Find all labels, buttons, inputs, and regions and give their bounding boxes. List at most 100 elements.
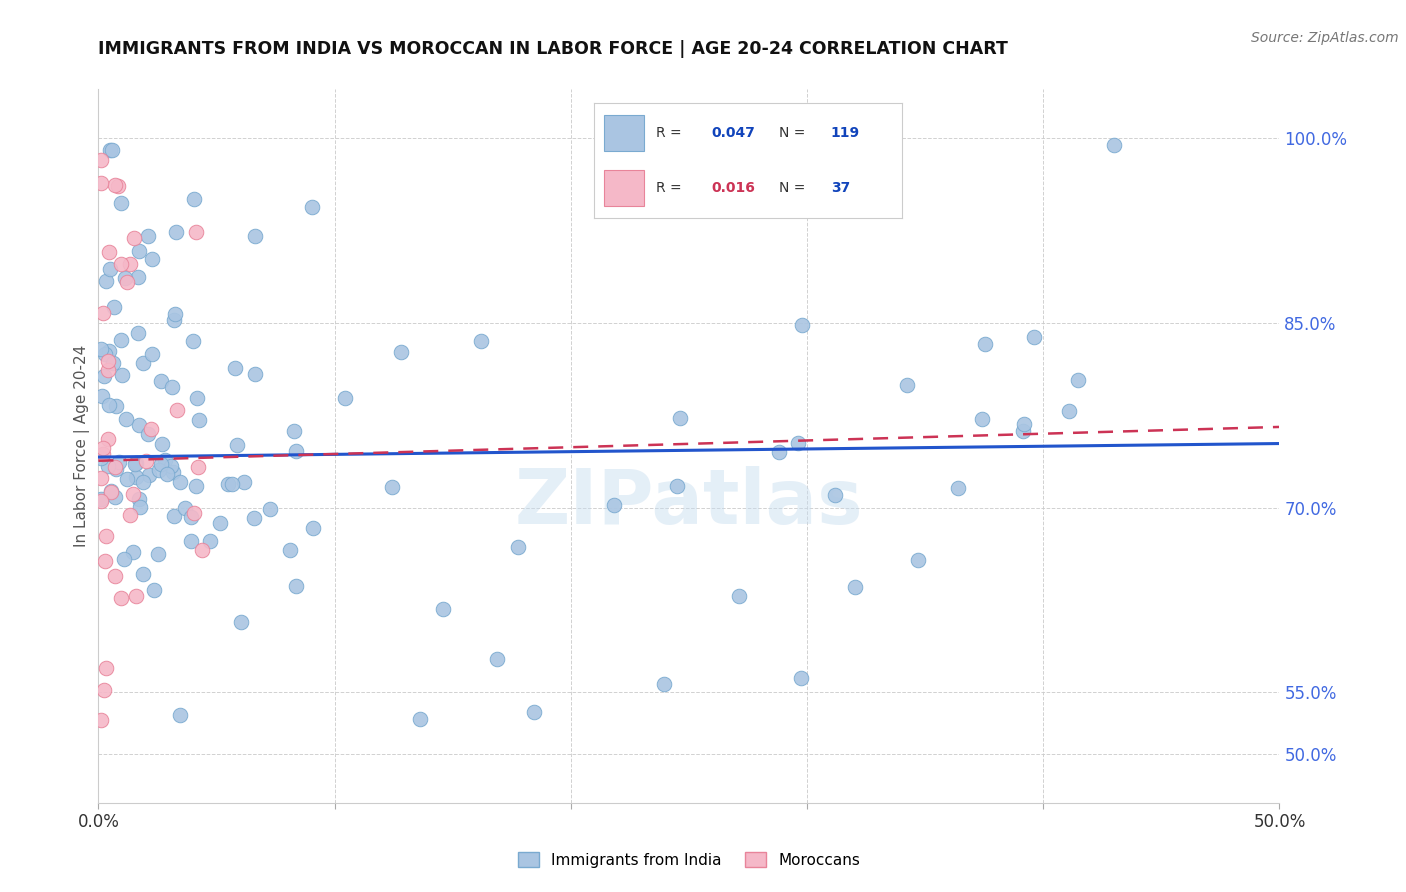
- Point: [93, 306, 115, 320]
- Point: [128, 491, 150, 506]
- Point: [104, 399, 127, 413]
- Point: [97, 432, 120, 446]
- Point: [100, 483, 122, 498]
- Point: [508, 540, 530, 554]
- Point: [110, 591, 132, 606]
- Point: [138, 468, 160, 483]
- Point: [148, 463, 170, 477]
- Point: [115, 275, 138, 289]
- Point: [183, 506, 205, 520]
- Point: [280, 543, 302, 558]
- Point: [652, 677, 675, 691]
- Point: [141, 346, 163, 360]
- Point: [94, 554, 117, 568]
- Point: [180, 534, 202, 549]
- Point: [100, 143, 122, 157]
- Point: [115, 472, 138, 486]
- Point: [523, 706, 546, 720]
- Point: [1102, 137, 1125, 152]
- Point: [191, 543, 214, 558]
- Point: [896, 377, 918, 392]
- Point: [118, 258, 141, 272]
- Point: [110, 195, 132, 210]
- Point: [907, 553, 929, 567]
- Text: ZIPatlas: ZIPatlas: [515, 467, 863, 540]
- Point: [1057, 404, 1080, 418]
- Point: [114, 271, 136, 285]
- Point: [301, 200, 323, 214]
- Point: [93, 683, 115, 698]
- Point: [97, 362, 120, 376]
- Point: [93, 369, 115, 384]
- Point: [100, 832, 122, 847]
- Point: [124, 470, 146, 484]
- Point: [162, 466, 184, 480]
- Point: [90, 153, 112, 167]
- Point: [104, 178, 127, 192]
- Point: [94, 661, 117, 675]
- Point: [149, 374, 172, 388]
- Point: [121, 545, 143, 559]
- Point: [970, 412, 993, 426]
- Point: [163, 509, 186, 524]
- Point: [259, 502, 281, 516]
- Point: [381, 480, 404, 494]
- Point: [150, 458, 173, 472]
- Point: [790, 318, 813, 333]
- Point: [94, 529, 117, 543]
- Point: [105, 462, 128, 476]
- Point: [98, 261, 121, 276]
- Point: [97, 458, 120, 473]
- Point: [90, 177, 112, 191]
- Point: [120, 508, 142, 522]
- Point: [156, 467, 179, 482]
- Point: [104, 568, 127, 582]
- Point: [666, 478, 689, 492]
- Point: [90, 491, 112, 506]
- Point: [163, 313, 186, 327]
- Point: [225, 438, 247, 452]
- Point: [224, 360, 246, 375]
- Point: [128, 244, 150, 258]
- Point: [389, 344, 412, 359]
- Point: [183, 192, 205, 206]
- Point: [217, 477, 239, 491]
- Point: [283, 424, 305, 438]
- Point: [96, 274, 118, 288]
- Point: [790, 671, 813, 685]
- Point: [122, 487, 145, 501]
- Text: Source: ZipAtlas.com: Source: ZipAtlas.com: [1251, 31, 1399, 45]
- Point: [122, 230, 145, 244]
- Point: [91, 446, 114, 460]
- Point: [110, 333, 132, 347]
- Point: [1011, 424, 1033, 438]
- Point: [104, 459, 127, 474]
- Point: [127, 270, 149, 285]
- Point: [94, 347, 117, 361]
- Text: IMMIGRANTS FROM INDIA VS MOROCCAN IN LABOR FORCE | AGE 20-24 CORRELATION CHART: IMMIGRANTS FROM INDIA VS MOROCCAN IN LAB…: [98, 40, 1008, 58]
- Point: [136, 426, 159, 441]
- Point: [128, 418, 150, 433]
- Point: [90, 389, 112, 403]
- Point: [1022, 330, 1045, 344]
- Point: [948, 481, 970, 495]
- Point: [186, 392, 208, 406]
- Point: [231, 615, 253, 630]
- Point: [221, 477, 243, 491]
- Point: [139, 422, 162, 436]
- Point: [90, 714, 112, 728]
- Point: [110, 257, 132, 271]
- Point: [90, 471, 112, 485]
- Point: [107, 178, 129, 193]
- Point: [174, 500, 197, 515]
- Point: [333, 391, 356, 405]
- Point: [100, 484, 122, 499]
- Point: [103, 300, 125, 314]
- Point: [727, 589, 749, 603]
- Point: [668, 411, 690, 425]
- Point: [162, 380, 184, 394]
- Point: [432, 602, 454, 616]
- Point: [142, 582, 165, 597]
- Point: [132, 475, 155, 489]
- Point: [104, 491, 127, 505]
